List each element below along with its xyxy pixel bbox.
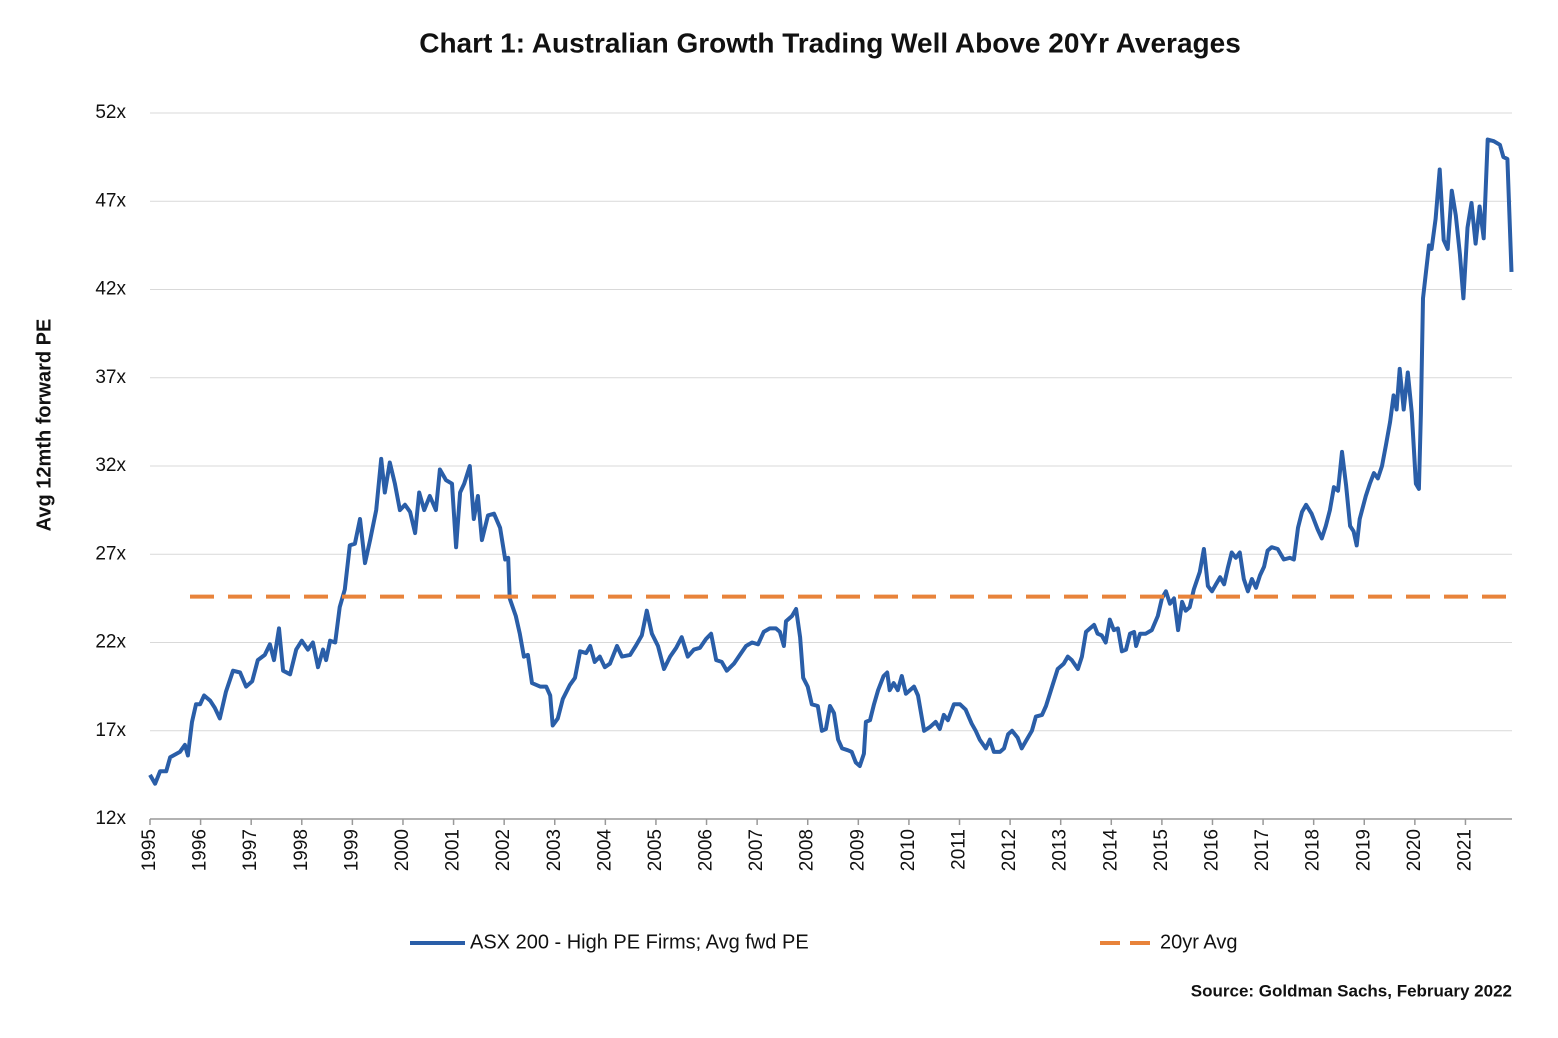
x-tick-label: 2000 [392, 829, 413, 871]
x-tick-label: 2011 [949, 829, 970, 870]
x-tick-label: 1999 [341, 829, 362, 871]
y-tick-label: 17x [95, 720, 126, 741]
x-tick-label: 2008 [797, 829, 818, 871]
x-tick-label: 2019 [1353, 829, 1374, 871]
source-note: Source: Goldman Sachs, February 2022 [1191, 981, 1512, 1000]
x-tick-label: 2007 [746, 829, 767, 871]
x-tick-label: 1998 [291, 829, 312, 871]
y-axis-label: Avg 12mth forward PE [33, 319, 55, 532]
x-tick-label: 2015 [1151, 829, 1172, 871]
x-tick-label: 2009 [847, 829, 868, 871]
x-tick-label: 2003 [544, 829, 565, 871]
y-tick-label: 47x [95, 190, 126, 211]
y-tick-label: 12x [95, 808, 126, 829]
x-tick-label: 2006 [696, 829, 717, 871]
x-tick-label: 2018 [1303, 829, 1324, 871]
y-tick-label: 22x [95, 632, 126, 653]
x-tick-label: 2014 [1100, 829, 1121, 872]
x-tick-label: 2004 [594, 829, 615, 872]
x-tick-label: 2005 [645, 829, 666, 871]
x-tick-label: 2010 [898, 829, 919, 871]
x-tick-label: 2001 [443, 829, 464, 871]
x-tick-label: 2020 [1404, 829, 1425, 871]
x-tick-label: 2013 [1050, 829, 1071, 871]
x-tick-label: 1996 [190, 829, 211, 871]
x-tick-label: 2002 [493, 829, 514, 871]
y-tick-label: 32x [95, 455, 126, 476]
x-tick-label: 1997 [240, 829, 261, 871]
x-tick-label: 2012 [999, 829, 1020, 871]
chart-title: Chart 1: Australian Growth Trading Well … [419, 27, 1241, 58]
y-tick-label: 37x [95, 367, 126, 388]
y-tick-label: 52x [95, 102, 126, 123]
y-tick-label: 42x [95, 279, 126, 300]
legend-label: ASX 200 - High PE Firms; Avg fwd PE [470, 931, 809, 953]
x-tick-label: 2021 [1454, 829, 1475, 871]
legend-label: 20yr Avg [1160, 931, 1237, 953]
x-tick-label: 2017 [1252, 829, 1273, 871]
y-tick-label: 27x [95, 543, 126, 564]
data-line [148, 137, 1514, 786]
x-tick-label: 2016 [1201, 829, 1222, 871]
x-tick-label: 1995 [139, 829, 160, 871]
